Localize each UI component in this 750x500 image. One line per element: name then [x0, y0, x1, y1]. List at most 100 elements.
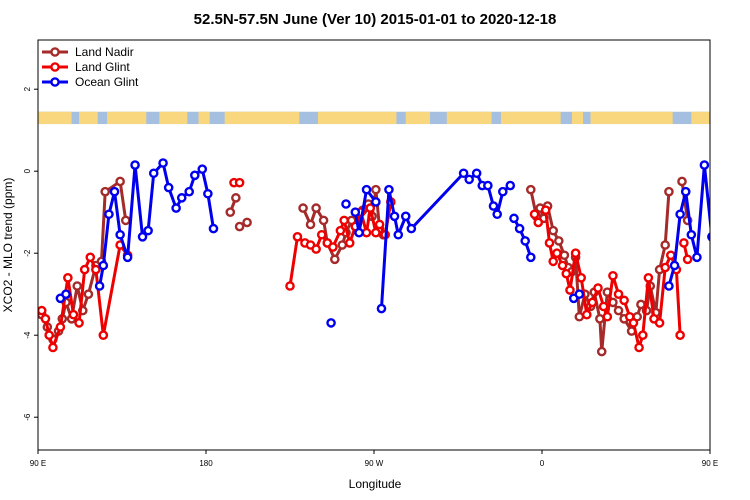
x-tick-label: 90 E [30, 459, 46, 468]
data-point [365, 203, 376, 213]
data-point [316, 229, 327, 240]
y-tick-label: 0 [23, 168, 32, 173]
strip-land [79, 111, 98, 125]
data-point [587, 297, 598, 308]
data-point [552, 248, 562, 258]
data-point [505, 180, 516, 191]
data-point [197, 164, 208, 174]
data-point [44, 330, 55, 341]
data-point [55, 322, 66, 332]
data-point [634, 342, 644, 353]
data-point [574, 311, 585, 322]
data-point [602, 311, 613, 322]
data-point [595, 313, 605, 324]
data-point [361, 184, 372, 195]
data-point [104, 209, 114, 220]
y-tick-label: -2 [23, 249, 32, 257]
strip-land [500, 111, 561, 125]
data-point [680, 186, 691, 197]
data-point [464, 174, 475, 185]
data-point [337, 240, 348, 250]
strip-land [107, 111, 147, 125]
data-point [548, 256, 559, 267]
legend-label: Land Nadir [75, 45, 134, 59]
data-point [83, 289, 94, 300]
data-point [576, 272, 587, 283]
data-point [339, 215, 349, 226]
data-point [613, 289, 624, 300]
data-point [329, 254, 340, 265]
data-point [664, 281, 674, 291]
data-point [714, 227, 721, 234]
data-point [679, 238, 689, 248]
data-point [654, 318, 665, 328]
data-point [335, 225, 346, 236]
data-point [526, 252, 536, 263]
series-line [353, 188, 378, 235]
legend-item: Ocean Glint [42, 75, 139, 89]
data-point [492, 209, 503, 220]
y-axis: -6 -4 -2 0 2 [23, 86, 38, 421]
data-point [318, 215, 329, 226]
data-point [292, 231, 303, 242]
series-line [40, 179, 128, 341]
data-point [354, 227, 364, 238]
data-point [619, 295, 629, 306]
data-point [675, 209, 685, 220]
data-point [628, 318, 639, 328]
plot-frame [37, 39, 711, 451]
data-point [203, 188, 213, 199]
data-point [122, 252, 133, 263]
data-point [540, 205, 551, 215]
data-point [208, 223, 219, 234]
data-point [158, 158, 168, 168]
data-point [707, 232, 710, 242]
data-point [554, 236, 564, 246]
data-point [341, 199, 351, 209]
strip-land [318, 111, 397, 125]
data-point [699, 160, 710, 170]
data-point [509, 213, 519, 224]
data-point [74, 318, 84, 328]
data-point [598, 301, 609, 312]
data-point [176, 193, 187, 203]
strip-land [571, 111, 584, 125]
data-point [548, 225, 559, 236]
data-point [544, 238, 555, 248]
data-point [115, 176, 125, 187]
y-tick-label: -6 [23, 413, 32, 421]
series-layer [38, 158, 721, 357]
data-point [483, 180, 493, 191]
data-point [72, 281, 82, 291]
data-point [666, 250, 676, 261]
legend-label: Ocean Glint [75, 75, 139, 89]
data-point [393, 229, 404, 240]
data-point [389, 211, 400, 222]
data-point [458, 168, 469, 179]
data-point [143, 225, 153, 236]
y-axis-label: XCO2 - MLO trend (ppm) [1, 178, 15, 313]
data-point [311, 244, 321, 254]
x-tick-label: 90 E [702, 459, 718, 468]
data-point [471, 168, 482, 179]
data-point [242, 217, 252, 228]
data-point [529, 209, 540, 220]
x-tick-label: 90 W [365, 459, 384, 468]
legend-swatch-marker [50, 47, 60, 57]
data-point [109, 186, 120, 197]
data-point [557, 260, 568, 271]
strip-land [159, 111, 188, 125]
data-point [371, 197, 381, 207]
data-point [682, 254, 693, 265]
strip-land [198, 111, 210, 125]
data-point [520, 236, 531, 246]
data-point [98, 330, 109, 341]
data-point [79, 264, 90, 275]
series-line [512, 217, 533, 258]
data-point [371, 184, 381, 195]
x-tick-label: 0 [540, 459, 545, 468]
series-land-glint [38, 177, 693, 353]
series-line [379, 171, 512, 309]
chart-title: 52.5N-57.5N June (Ver 10) 2015-01-01 to … [194, 11, 557, 28]
